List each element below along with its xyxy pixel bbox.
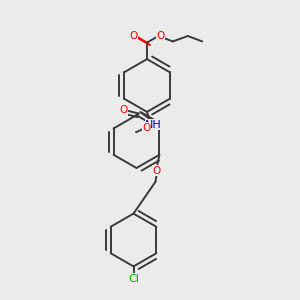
Text: O: O (152, 166, 161, 176)
Text: NH: NH (145, 120, 162, 130)
Text: O: O (156, 31, 165, 41)
Text: Cl: Cl (128, 274, 139, 284)
Text: O: O (120, 105, 128, 116)
Text: O: O (142, 123, 150, 133)
Text: O: O (129, 31, 138, 41)
